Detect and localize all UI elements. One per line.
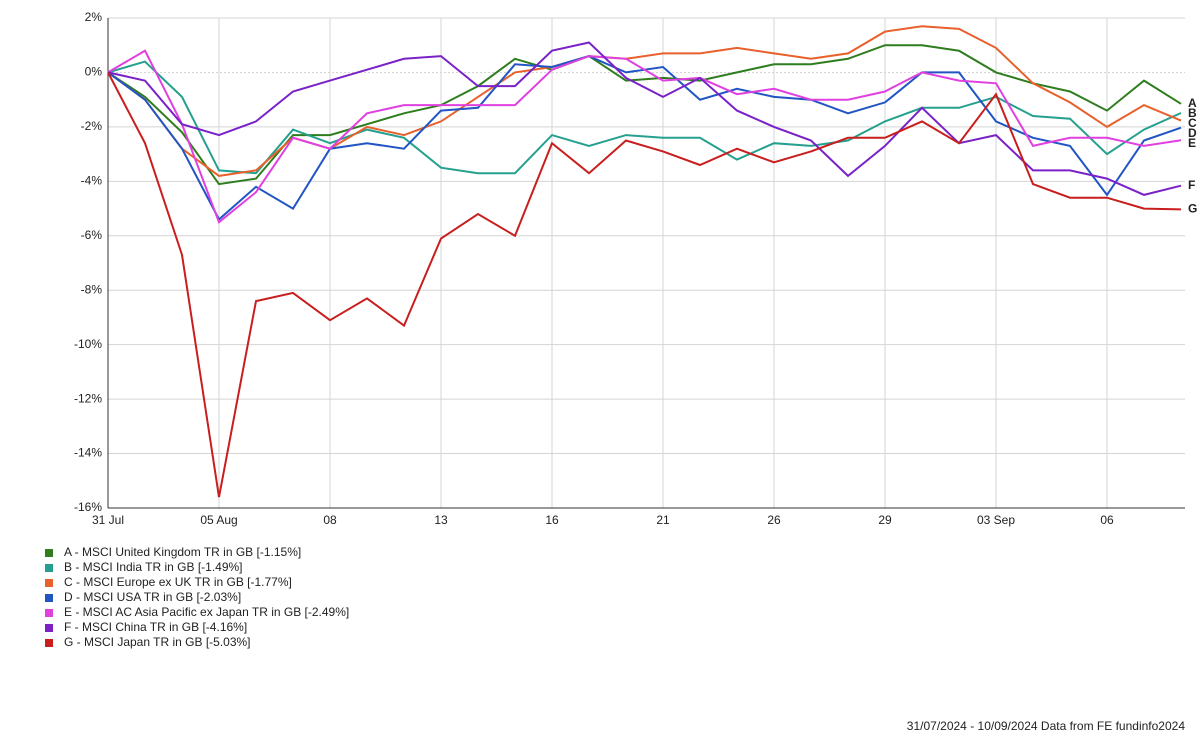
y-tick-label: -12%: [74, 391, 102, 405]
y-tick-label: -4%: [81, 174, 103, 188]
y-tick-label: -14%: [74, 446, 102, 460]
y-tick-label: -10%: [74, 337, 102, 351]
x-tick-label: 29: [878, 513, 892, 527]
x-tick-label: 13: [434, 513, 448, 527]
y-tick-label: -16%: [74, 500, 102, 514]
legend-swatch: [45, 579, 53, 587]
y-tick-label: 0%: [85, 65, 103, 79]
x-tick-label: 08: [323, 513, 337, 527]
legend-swatch: [45, 594, 53, 602]
x-tick-label: 16: [545, 513, 559, 527]
end-label: G: [1188, 202, 1197, 216]
legend-label: A - MSCI United Kingdom TR in GB [-1.15%…: [64, 545, 301, 559]
end-label: E: [1188, 136, 1196, 150]
legend-swatch: [45, 639, 53, 647]
legend-label: C - MSCI Europe ex UK TR in GB [-1.77%]: [64, 575, 292, 589]
y-tick-label: -8%: [81, 282, 103, 296]
end-label: B: [1188, 106, 1197, 120]
series-line: [107, 71, 1182, 498]
legend-swatch: [45, 609, 53, 617]
series-line: [107, 49, 1182, 224]
x-tick-label: 26: [767, 513, 781, 527]
legend-label: D - MSCI USA TR in GB [-2.03%]: [64, 590, 241, 604]
series-line: [107, 60, 1182, 175]
footer: 31/07/2024 - 10/09/2024 Data from FE fun…: [907, 719, 1186, 733]
legend-label: E - MSCI AC Asia Pacific ex Japan TR in …: [64, 605, 349, 619]
end-label: D: [1188, 126, 1197, 140]
y-tick-label: -2%: [81, 119, 103, 133]
x-tick-label: 03 Sep: [977, 513, 1015, 527]
end-label: C: [1188, 116, 1197, 130]
end-label: F: [1188, 178, 1195, 192]
x-tick-label: 31 Jul: [92, 513, 124, 527]
legend-swatch: [45, 624, 53, 632]
series-line: [107, 44, 1182, 186]
legend-swatch: [45, 549, 53, 557]
series-line: [107, 55, 1182, 221]
y-tick-label: -6%: [81, 228, 103, 242]
series-line: [107, 41, 1182, 196]
x-tick-label: 06: [1100, 513, 1114, 527]
y-tick-label: 2%: [85, 10, 103, 24]
legend-label: F - MSCI China TR in GB [-4.16%]: [64, 620, 247, 634]
x-tick-label: 21: [656, 513, 670, 527]
x-tick-label: 05 Aug: [200, 513, 237, 527]
legend-swatch: [45, 564, 53, 572]
series-line: [107, 25, 1182, 177]
legend-label: B - MSCI India TR in GB [-1.49%]: [64, 560, 243, 574]
end-label: A: [1188, 96, 1197, 110]
legend-label: G - MSCI Japan TR in GB [-5.03%]: [64, 635, 251, 649]
